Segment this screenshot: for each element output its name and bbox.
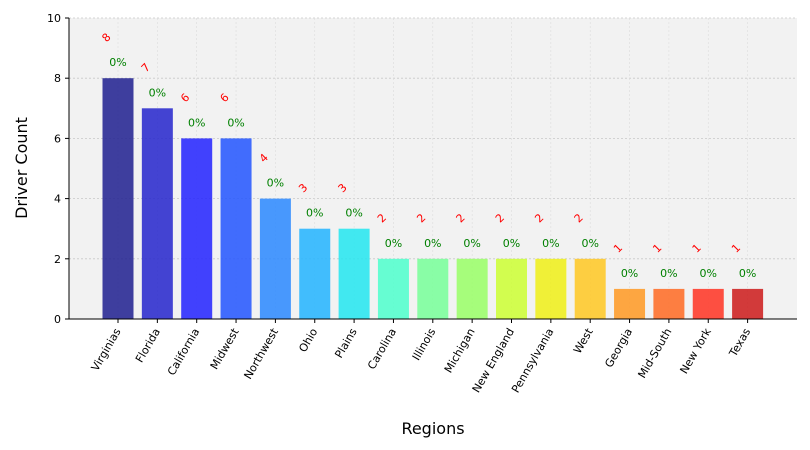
percent-label: 0% bbox=[267, 177, 284, 190]
bar bbox=[614, 288, 646, 319]
x-axis-title: Regions bbox=[401, 419, 464, 438]
x-tick-label: Plains bbox=[332, 326, 359, 361]
y-tick-label: 4 bbox=[54, 193, 61, 206]
bar bbox=[496, 258, 527, 319]
bar bbox=[259, 198, 291, 319]
x-tick-label: Texas bbox=[726, 326, 753, 360]
bar bbox=[653, 288, 685, 319]
x-tick-label: Mid-South bbox=[636, 326, 675, 381]
y-tick-label: 8 bbox=[54, 72, 61, 85]
bar bbox=[220, 138, 252, 319]
x-tick-label: Virginias bbox=[89, 326, 124, 374]
x-tick-label: Georgia bbox=[602, 326, 635, 370]
percent-label: 0% bbox=[345, 207, 362, 220]
x-tick-label: Carolina bbox=[365, 326, 399, 372]
x-tick-label: California bbox=[165, 326, 202, 378]
x-tick-label: Pennsylvania bbox=[509, 326, 556, 395]
bar bbox=[456, 258, 488, 319]
percent-label: 0% bbox=[188, 116, 205, 129]
x-tick-label: Michigan bbox=[442, 326, 478, 375]
percent-label: 0% bbox=[385, 237, 402, 250]
y-tick-label: 2 bbox=[54, 253, 61, 266]
bar bbox=[338, 228, 370, 319]
percent-label: 0% bbox=[542, 237, 559, 250]
bar bbox=[417, 258, 449, 319]
x-tick-label: New England bbox=[470, 326, 517, 395]
x-tick-label: Illinois bbox=[410, 326, 439, 363]
x-tick-label: New York bbox=[677, 325, 714, 376]
bar bbox=[102, 78, 134, 319]
x-tick-label: Ohio bbox=[296, 326, 320, 355]
percent-label: 0% bbox=[424, 237, 441, 250]
x-tick-label: Florida bbox=[133, 326, 163, 365]
bar bbox=[732, 288, 764, 319]
bar bbox=[141, 108, 173, 319]
x-tick-label: West bbox=[571, 325, 596, 356]
percent-label: 0% bbox=[621, 267, 638, 280]
percent-label: 0% bbox=[739, 267, 756, 280]
percent-label: 0% bbox=[463, 237, 480, 250]
bar bbox=[181, 138, 213, 319]
bars bbox=[102, 78, 764, 319]
percent-label: 0% bbox=[700, 267, 717, 280]
bar bbox=[299, 228, 331, 319]
y-tick-label: 6 bbox=[54, 132, 61, 145]
x-tick-label: Northwest bbox=[241, 325, 281, 381]
bar bbox=[574, 258, 606, 319]
percent-label: 0% bbox=[149, 86, 166, 99]
bar bbox=[377, 258, 409, 319]
bar bbox=[692, 288, 724, 319]
x-tick-label: Midwest bbox=[208, 325, 242, 371]
bar bbox=[535, 258, 567, 319]
y-axis-title: Driver Count bbox=[12, 117, 31, 219]
y-tick-label: 10 bbox=[47, 12, 61, 25]
percent-label: 0% bbox=[581, 237, 598, 250]
percent-label: 0% bbox=[306, 207, 323, 220]
x-axis-ticks: Virginias Florida California Midwest Northwe… bbox=[89, 319, 753, 395]
y-tick-label: 0 bbox=[54, 313, 61, 326]
percent-label: 0% bbox=[660, 267, 677, 280]
y-axis-ticks: 0 2 4 6 8 10 bbox=[47, 12, 69, 326]
percent-label: 0% bbox=[227, 116, 244, 129]
percent-label: 0% bbox=[503, 237, 520, 250]
percent-label: 0% bbox=[109, 56, 126, 69]
